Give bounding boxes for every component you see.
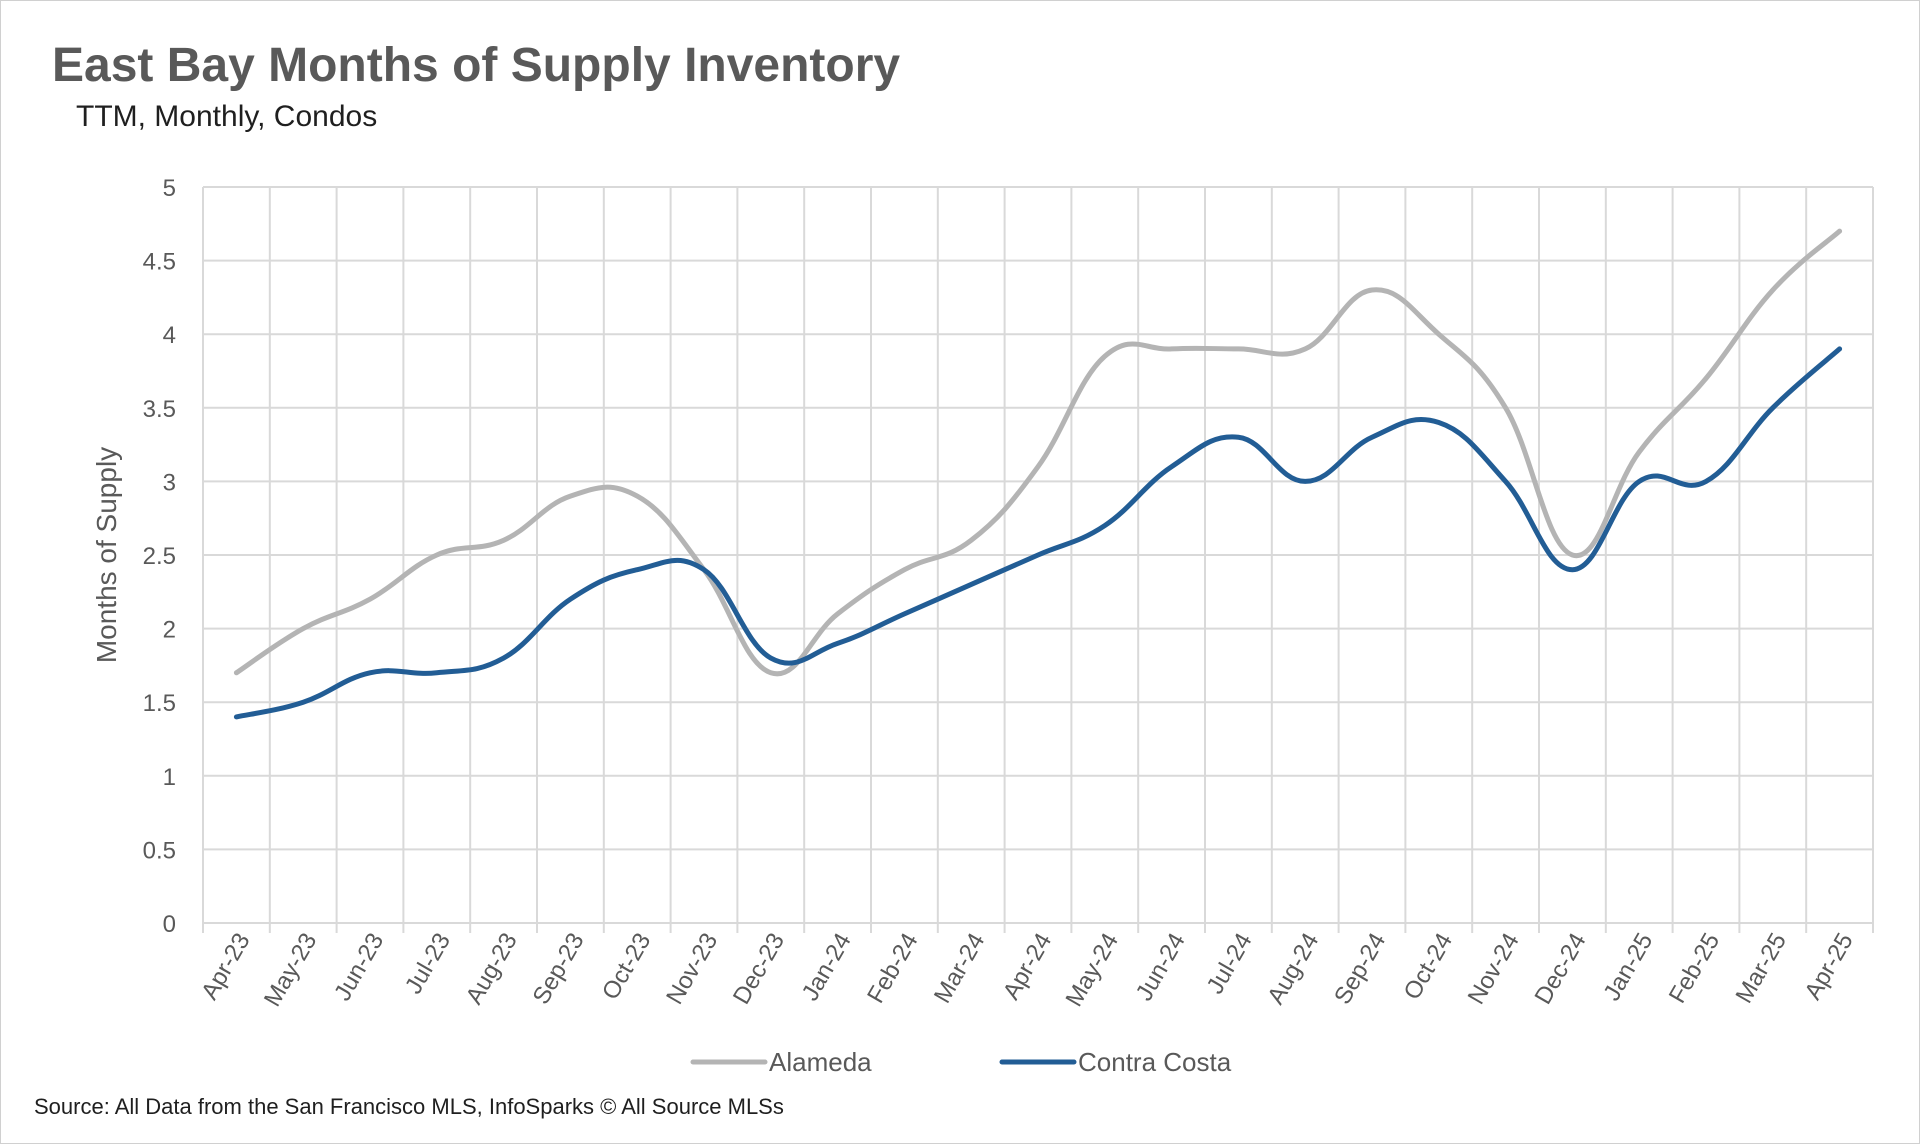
gridlines bbox=[202, 186, 1874, 933]
y-tick-label: 3 bbox=[163, 469, 176, 496]
x-tick-label: Nov-24 bbox=[1463, 929, 1525, 1010]
x-axis-ticks: Apr-23 May-23 Jun-23 Jul-23 Aug-23 Sep-23 Oct-… bbox=[196, 929, 1859, 1012]
x-tick-label: Aug-24 bbox=[1262, 929, 1324, 1010]
x-tick-label: Dec-23 bbox=[728, 929, 790, 1010]
chart-title: East Bay Months of Supply Inventory bbox=[52, 39, 901, 92]
legend-label-alameda: Alameda bbox=[769, 1047, 872, 1077]
x-tick-label: May-24 bbox=[1061, 929, 1124, 1012]
y-tick-label: 1 bbox=[163, 764, 176, 791]
legend-label-contra-costa: Contra Costa bbox=[1078, 1047, 1232, 1077]
y-tick-label: 3.5 bbox=[143, 396, 176, 423]
y-tick-label: 4 bbox=[163, 322, 176, 349]
y-tick-label: 2.5 bbox=[143, 543, 176, 570]
x-tick-label: Feb-24 bbox=[862, 929, 923, 1008]
y-tick-label: 0.5 bbox=[143, 837, 176, 864]
x-tick-label: Jan-25 bbox=[1598, 929, 1658, 1006]
y-axis-ticks: 0 0.5 1 1.5 2 2.5 3 3.5 4 4.5 5 bbox=[143, 175, 176, 938]
series-line-alameda bbox=[233, 228, 1843, 677]
x-tick-label: Feb-25 bbox=[1664, 929, 1725, 1008]
x-tick-label: Apr-24 bbox=[998, 929, 1057, 1005]
x-tick-label: Dec-24 bbox=[1530, 929, 1592, 1010]
x-tick-label: Jul-24 bbox=[1202, 929, 1258, 999]
x-tick-label: Oct-24 bbox=[1399, 929, 1458, 1005]
x-tick-label: Nov-23 bbox=[661, 929, 723, 1010]
chart-subtitle: TTM, Monthly, Condos bbox=[76, 100, 378, 133]
y-tick-label: 1.5 bbox=[143, 690, 176, 717]
series-line-contra-costa bbox=[233, 346, 1843, 720]
x-tick-label: Mar-24 bbox=[929, 929, 990, 1008]
x-tick-label: Jul-23 bbox=[400, 929, 456, 999]
y-tick-label: 0 bbox=[163, 911, 176, 938]
x-tick-label: May-23 bbox=[259, 929, 322, 1012]
series-lines bbox=[233, 228, 1843, 720]
y-tick-label: 2 bbox=[163, 617, 176, 644]
x-tick-label: Apr-23 bbox=[196, 929, 255, 1005]
y-tick-label: 4.5 bbox=[143, 249, 176, 276]
x-tick-label: Sep-24 bbox=[1329, 929, 1391, 1010]
x-tick-label: Aug-23 bbox=[461, 929, 523, 1010]
x-tick-label: Sep-23 bbox=[528, 929, 590, 1010]
x-tick-label: Mar-25 bbox=[1731, 929, 1792, 1008]
x-tick-label: Jun-23 bbox=[329, 929, 389, 1006]
x-tick-label: Jun-24 bbox=[1131, 929, 1191, 1006]
source-note: Source: All Data from the San Francisco … bbox=[34, 1094, 784, 1119]
y-tick-label: 5 bbox=[163, 175, 176, 202]
y-axis-title: Months of Supply bbox=[91, 447, 122, 663]
x-tick-label: Jan-24 bbox=[797, 929, 857, 1006]
legend: Alameda Contra Costa bbox=[690, 1047, 1232, 1077]
x-tick-label: Oct-23 bbox=[597, 929, 656, 1005]
x-tick-label: Apr-25 bbox=[1799, 929, 1858, 1005]
